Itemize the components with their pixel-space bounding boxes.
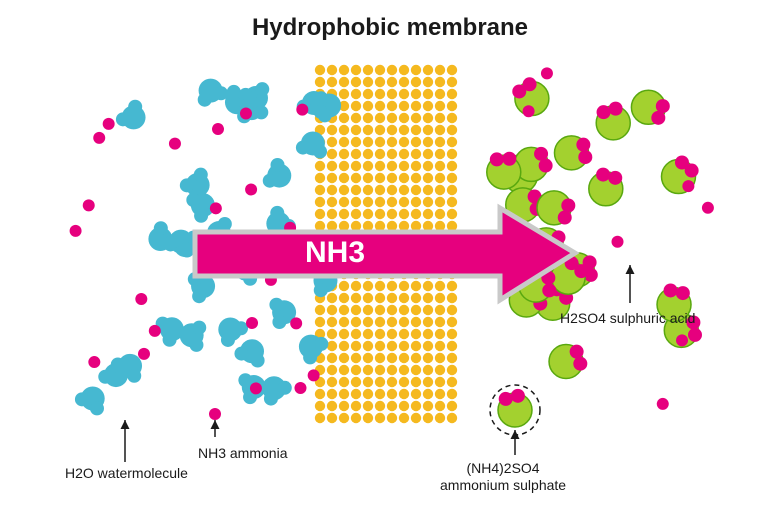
label-h2so4: H2SO4 sulphuric acid	[560, 310, 695, 327]
label-nh3: NH3 ammonia	[198, 445, 287, 462]
label-h2o: H2O watermolecule	[65, 465, 188, 482]
label-nh4: (NH4)2SO4ammonium sulphate	[440, 460, 566, 494]
arrow-label-nh3: NH3	[305, 236, 365, 270]
diagram-canvas	[0, 0, 780, 520]
